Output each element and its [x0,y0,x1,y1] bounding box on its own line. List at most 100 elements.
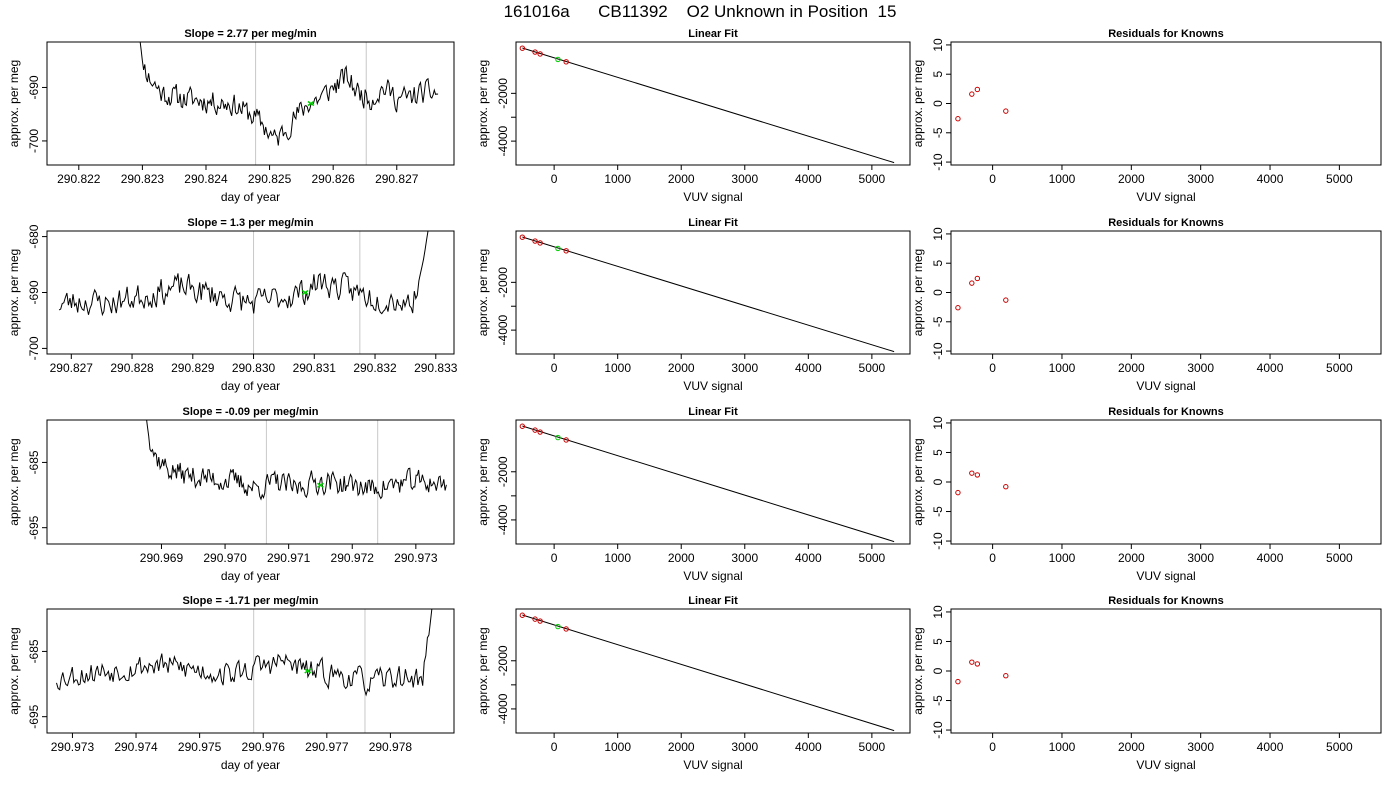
panel-title: Residuals for Knowns [1108,217,1224,229]
known-point [969,280,975,286]
x-tick-label: 5000 [1326,551,1353,565]
y-tick-label: -695 [27,515,41,539]
known-point [974,86,981,93]
plot-frame [515,419,911,545]
x-tick-label: 3000 [731,551,758,565]
x-tick-label: 290.827 [50,361,94,375]
known-point [1003,108,1009,114]
known-point [1003,297,1009,303]
x-tick-label: 1000 [1049,740,1076,754]
x-tick-label: 2000 [668,361,695,375]
y-tick-label: 10 [931,605,945,619]
x-tick-label: 4000 [795,172,822,186]
y-tick-label: 0 [931,289,945,296]
known-point [519,423,526,429]
known-point [563,248,569,254]
x-tick-label: 1000 [1049,172,1076,186]
y-tick-label: -4000 [496,125,510,156]
y-tick-label: -695 [27,704,41,728]
y-tick-label: -4000 [496,314,510,345]
x-tick-label: 290.833 [414,361,458,375]
series-line [139,42,439,146]
x-tick-label: 290.830 [232,361,276,375]
known-point [955,305,961,311]
known-point [532,49,538,55]
plot-frame [46,41,455,166]
y-axis-label: approx. per meg [476,249,490,336]
x-tick-label: 1000 [604,551,631,565]
fit-line [522,47,895,164]
x-tick-label: 290.978 [369,740,413,754]
unknown-point [555,56,561,63]
x-axis-label: VUV signal [1136,758,1195,772]
known-point [563,437,569,443]
y-axis-label: approx. per meg [7,60,21,147]
y-tick-label: 10 [931,38,945,52]
x-axis-label: VUV signal [683,190,742,204]
x-tick-label: 290.831 [293,361,337,375]
x-tick-label: 0 [989,740,996,754]
y-axis-label: approx. per meg [476,438,490,525]
panel-title: Residuals for Knowns [1108,406,1224,418]
residuals-panel-1: 0 1000 2000 3000 4000 5000 -10 -5 0 5 10 Residuals … [911,28,1382,204]
known-point [519,234,526,240]
x-tick-label: 5000 [1326,361,1353,375]
residuals-panel-4: 0 1000 2000 3000 4000 5000 -10 -5 0 5 10 Residuals … [911,595,1382,772]
y-tick-label: 5 [931,449,945,456]
x-tick-label: 1000 [604,361,631,375]
y-tick-label: -4000 [496,504,510,535]
x-tick-label: 290.829 [171,361,215,375]
x-tick-label: 1000 [604,172,631,186]
x-tick-label: 2000 [668,172,695,186]
linear-fit-panel-4: 0 1000 2000 3000 4000 5000 -4000 -2000 Linear Fi… [476,595,911,772]
panel-title: Residuals for Knowns [1108,595,1224,607]
y-tick-label: -685 [27,639,41,663]
plot-area [519,612,895,732]
x-axis-label: VUV signal [1136,569,1195,583]
timeseries-panel-2: 290.827 290.828 290.829 290.830 290.831 290.8… [7,217,458,393]
plot-frame [515,41,911,166]
known-point [969,91,975,97]
known-point [563,626,569,632]
x-tick-label: 4000 [795,361,822,375]
y-tick-label: -2000 [496,645,510,676]
panel-title: Slope = 1.3 per meg/min [187,217,314,229]
y-tick-label: 5 [931,260,945,267]
x-tick-label: 4000 [1257,551,1284,565]
linear-fit-panel-1: 0 1000 2000 3000 4000 5000 -4000 -2000 Linear Fi… [476,28,911,204]
x-tick-label: 290.975 [178,740,222,754]
plot-area [519,45,895,164]
known-point [969,659,975,665]
y-tick-label: -685 [27,450,41,474]
x-tick-label: 2000 [668,551,695,565]
fit-line [522,425,895,543]
fit-line [522,614,895,732]
x-tick-label: 0 [989,551,996,565]
x-tick-label: 4000 [795,740,822,754]
series-line [58,231,429,317]
y-axis-label: approx. per meg [476,627,490,714]
x-tick-label: 2000 [1118,740,1145,754]
x-tick-label: 0 [989,172,996,186]
x-tick-label: 290.971 [267,551,311,565]
known-point [537,240,543,246]
panel-title: Residuals for Knowns [1108,28,1224,40]
y-tick-label: 0 [931,667,945,674]
x-tick-label: 1000 [604,740,631,754]
x-tick-label: 290.827 [375,172,419,186]
y-tick-label: -5 [931,695,945,706]
x-axis-label: VUV signal [683,569,742,583]
plot-frame [46,419,455,545]
plot-frame [46,608,455,734]
x-tick-label: 5000 [859,172,886,186]
y-tick-label: 10 [931,416,945,430]
plot-frame [950,41,1382,166]
known-point [974,275,981,282]
x-tick-label: 5000 [859,551,886,565]
x-tick-label: 0 [551,551,558,565]
x-tick-label: 2000 [668,740,695,754]
known-point [969,470,975,476]
x-tick-label: 1000 [1049,361,1076,375]
y-tick-label: 0 [931,100,945,107]
